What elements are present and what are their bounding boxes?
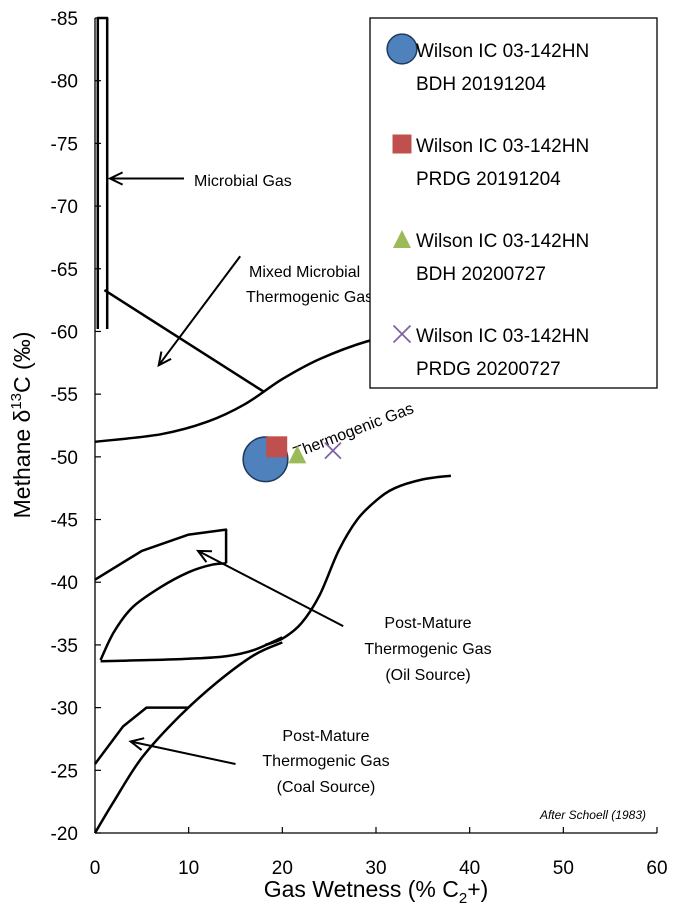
- annotation-arrow-head: [157, 351, 172, 368]
- legend-entry-line1: Wilson IC 03-142HN: [416, 41, 589, 62]
- y-tick-label: -75: [51, 134, 78, 155]
- y-tick-label: -30: [51, 699, 78, 720]
- legend-entry-line2: BDH 20200727: [416, 264, 546, 285]
- post-mature-coal-label-line1: Post-Mature: [282, 728, 369, 745]
- post-mature-coal-label-line2: Thermogenic Gas: [262, 753, 389, 770]
- y-tick-label: -65: [51, 260, 78, 281]
- legend-entry-line2: PRDG 20200727: [416, 359, 561, 380]
- coal-field-curve: [93, 641, 283, 834]
- y-tick-label: -40: [51, 573, 78, 594]
- annotation-arrow-shaft: [197, 549, 344, 628]
- x-tick-label: 10: [178, 858, 199, 879]
- coal-field-upper-boundary: [93, 706, 189, 765]
- x-tick-label: 30: [365, 858, 386, 879]
- legend-entry-line1: Wilson IC 03-142HN: [416, 231, 589, 252]
- legend-entry-line1: Wilson IC 03-142HN: [416, 326, 589, 347]
- y-tick-label: -50: [51, 448, 78, 469]
- x-tick-label: 40: [459, 858, 480, 879]
- y-tick-label: -85: [51, 9, 78, 30]
- legend-marker-x: [392, 324, 412, 344]
- annotation-arrow-head: [195, 549, 213, 563]
- legend-marker-square: [392, 134, 412, 154]
- mixed-field-boundary: [103, 289, 265, 393]
- y-tick-label: -60: [51, 322, 78, 343]
- legend-entry-line1: Wilson IC 03-142HN: [416, 136, 589, 157]
- legend-marker-triangle: [393, 230, 411, 248]
- legend-marker-circle: [386, 33, 418, 65]
- legend: Wilson IC 03-142HN BDH 20191204 Wilson IC …: [369, 17, 658, 389]
- oil-field-curve: [99, 562, 227, 661]
- y-tick-label: -25: [51, 761, 78, 782]
- y-tick-label: -20: [51, 824, 78, 845]
- annotation-arrow-shaft: [130, 740, 236, 766]
- data-points: [242, 436, 342, 483]
- annotation-arrow-shaft: [157, 255, 241, 366]
- legend-entry-line2: BDH 20191204: [416, 74, 546, 95]
- y-tick-label: -45: [51, 511, 78, 532]
- microbial-field-outline: [96, 16, 109, 329]
- x-tick-label: 0: [90, 858, 101, 879]
- oil-field-outline: [94, 528, 228, 581]
- oil-field-bottom-boundary: [100, 636, 283, 663]
- tick-layer: 0 10 20 30 40 50 60 -20 -25 -30 -35 -40 -45 -50 -55 -60…: [51, 9, 668, 879]
- microbial-gas-label: Microbial Gas: [194, 173, 292, 190]
- annotation-arrows: [107, 171, 344, 766]
- mixed-label-line2: Thermogenic Gas: [246, 289, 373, 306]
- data-point-x: [324, 441, 342, 460]
- y-tick-label: -80: [51, 72, 78, 93]
- y-tick-label: -55: [51, 385, 78, 406]
- annotation-arrow-head: [128, 737, 145, 751]
- x-tick-label: 50: [553, 858, 574, 879]
- post-mature-oil-label-line3: (Oil Source): [385, 667, 470, 684]
- thermogenic-lower-boundary: [94, 330, 414, 444]
- x-axis-title: Gas Wetness (% C2+): [264, 876, 489, 907]
- mixed-label-line1: Mixed Microbial: [249, 264, 360, 281]
- x-tick-label: 20: [272, 858, 293, 879]
- post-mature-oil-label-line1: Post-Mature: [384, 615, 471, 632]
- post-mature-oil-label-line2: Thermogenic Gas: [364, 641, 491, 658]
- data-point-square: [266, 436, 288, 458]
- legend-entry-line2: PRDG 20191204: [416, 169, 561, 190]
- x-tick-label: 60: [646, 858, 667, 879]
- annotation-arrow-head: [107, 171, 124, 186]
- source-credit: After Schoell (1983): [539, 808, 646, 822]
- y-tick-label: -70: [51, 197, 78, 218]
- y-axis-title: Methane δ13C (‰): [8, 332, 35, 519]
- post-mature-coal-label-line3: (Coal Source): [277, 779, 376, 796]
- legend-box: [369, 17, 658, 389]
- thermogenic-gas-label: Thermogenic Gas: [291, 400, 416, 461]
- mixed-gas-label: Mixed Microbial Thermogenic Gas: [244, 255, 373, 307]
- y-tick-label: -35: [51, 636, 78, 657]
- gas-field-boundaries: [93, 16, 452, 834]
- data-point-triangle: [288, 445, 307, 464]
- thermogenic-upper-boundary: [265, 474, 452, 647]
